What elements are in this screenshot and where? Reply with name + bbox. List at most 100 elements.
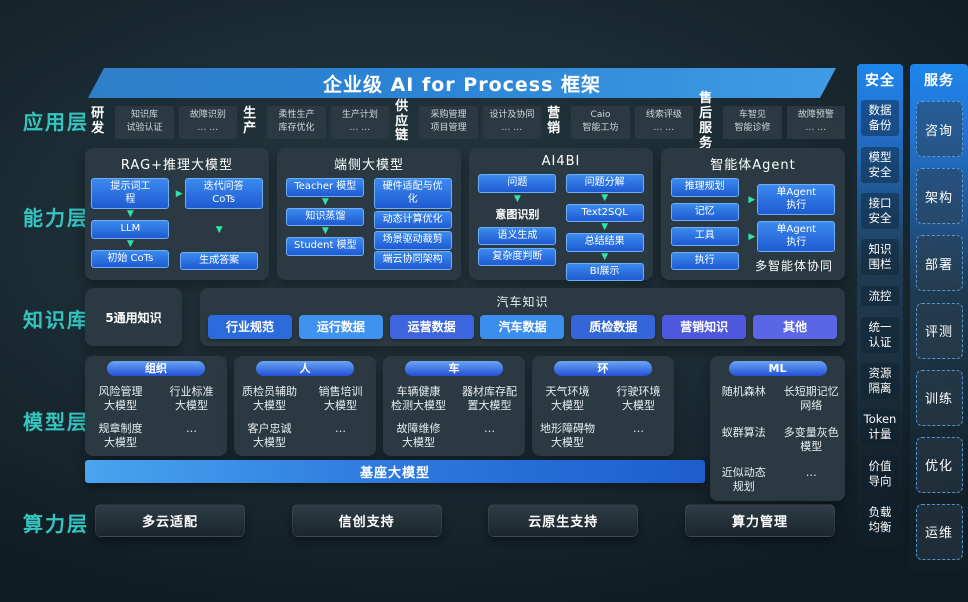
model-item: … [186, 421, 197, 435]
security-item: Token 计量 [861, 409, 899, 446]
model-group-environment: 环 天气环境 大模型 行驶环境 大模型 地形障碍物 大模型 … [532, 356, 674, 457]
knowledge-layer-row: 5通用知识 汽车知识 行业规范 运行数据 运营数据 汽车数据 质检数据 营销知识… [85, 288, 845, 346]
service-title: 服务 [924, 73, 954, 89]
flow-chip: 问题 [478, 174, 557, 193]
flow-chip: 问题分解 [565, 174, 644, 193]
service-item: 优化 [915, 436, 963, 493]
group-pill: 组织 [107, 361, 205, 376]
knowledge-chip: 营销知识 [662, 315, 747, 339]
arrow-down-icon [601, 223, 608, 232]
agent-exec-right: 单Agent 执行 单Agent 执行 [748, 178, 836, 274]
security-item: 模型 安全 [861, 146, 899, 183]
model-item: 规章制度 大模型 [98, 421, 143, 449]
flow-chip: Teacher 模型 [286, 178, 365, 197]
compute-layer-row: 多云适配 信创支持 云原生支持 算力管理 [85, 504, 845, 537]
edge-flow-left: Teacher 模型 知识蒸馏 Student 模型 [286, 178, 365, 274]
flow-chip: 记忆 [670, 202, 739, 221]
model-item: … [805, 466, 817, 480]
arrow-down-icon [322, 227, 329, 236]
flow-chip: 硬件适配与优 化 [373, 178, 452, 209]
app-chip: 故障识别 … … [178, 105, 237, 139]
auto-knowledge-box: 汽车知识 行业规范 运行数据 运营数据 汽车数据 质检数据 营销知识 其他 [200, 288, 845, 346]
model-item: 销售培训 大模型 [318, 385, 363, 413]
arrow-down-icon [601, 253, 608, 262]
ai4bi-flow-left: 问题 意图识别 语义生成 复杂度判断 [478, 174, 557, 270]
edge-model-box: 端侧大模型 Teacher 模型 知识蒸馏 Student 模型 硬件适配与优 … [277, 148, 461, 280]
layer-label-compute: 算力层 [23, 512, 89, 536]
compute-item: 信创支持 [291, 504, 442, 537]
security-item: 流控 [861, 285, 899, 307]
rag-reasoning-box: RAG+推理大模型 提示词工 程 LLM 初始 CoTs 迭代问答 CoTs 生… [85, 148, 269, 280]
model-item: … [484, 421, 495, 435]
knowledge-chip: 运行数据 [298, 315, 383, 339]
flow-chip: 提示词工 程 [91, 178, 170, 209]
foundation-model-bar: 基座大模型 [85, 460, 705, 483]
group-pill: 环 [554, 361, 652, 376]
capability-layer-row: RAG+推理大模型 提示词工 程 LLM 初始 CoTs 迭代问答 CoTs 生… [85, 148, 845, 281]
security-item: 数据 备份 [861, 100, 899, 137]
security-item: 负载 均衡 [861, 502, 899, 538]
app-chip: 柔性生产 库存优化 [267, 105, 326, 139]
model-group-vehicle: 车 车辆健康 检测大模型 器材库存配 置大模型 故障维修 大模型 … [383, 356, 525, 457]
app-group-label: 售后 服务 [699, 91, 713, 151]
service-item: 咨询 [915, 101, 963, 158]
flow-chip: Text2SQL [565, 203, 644, 222]
app-group-after-sales: 售后 服务 车智见 智能诊修 故障预警 … … [693, 91, 845, 152]
app-chip: 车智见 智能诊修 [723, 105, 782, 139]
flow-chip: 语义生成 [478, 226, 557, 246]
edge-stack-right: 硬件适配与优 化 动态计算优化 场景驱动裁剪 端云协同架构 [373, 178, 452, 274]
knowledge-chip: 行业规范 [208, 315, 292, 339]
arrow-right-icon [748, 195, 755, 205]
group-pill: 车 [405, 361, 503, 376]
model-item: 随机森林 [721, 385, 766, 398]
application-layer-row: 研发 知识库 试验认证 故障识别 … … 生产 柔性生产 库存优化 生产计划 …… [85, 91, 845, 151]
compute-item: 云原生支持 [488, 504, 639, 537]
model-item: 近似动态 规划 [721, 466, 766, 494]
group-pill: ML [728, 361, 827, 376]
knowledge-chip: 质检数据 [571, 315, 656, 339]
general-knowledge-box: 5通用知识 [85, 288, 182, 346]
service-item: 评测 [915, 302, 963, 359]
flow-chip: 初始 CoTs [91, 249, 170, 268]
auto-knowledge-title: 汽车知识 [496, 295, 549, 309]
model-item: … [335, 421, 346, 435]
arrow-right-icon [748, 232, 755, 242]
flow-chip: Student 模型 [286, 237, 365, 256]
flow-chip: 知识蒸馏 [286, 207, 365, 226]
framework-title: 企业级 AI for Process 框架 [322, 73, 602, 96]
framework-title-banner: 企业级 AI for Process 框架 [88, 68, 836, 98]
model-item: 蚁群算法 [721, 425, 766, 439]
flow-chip: 单Agent 执行 [757, 184, 836, 215]
auto-knowledge-chips: 行业规范 运行数据 运营数据 汽车数据 质检数据 营销知识 其他 [208, 315, 837, 339]
app-group-label: 供应 链 [395, 98, 409, 144]
flow-chip: 复杂度判断 [478, 247, 557, 266]
box-title: AI4BI [541, 154, 581, 169]
model-item: 天气环境 大模型 [545, 385, 590, 413]
model-item: … [633, 421, 644, 435]
layer-label-application: 应用层 [23, 110, 89, 134]
model-item: 质检员辅助 大模型 [242, 385, 297, 413]
group-pill: 人 [256, 361, 354, 376]
flow-chip: 推理规划 [670, 178, 739, 197]
model-group-people: 人 质检员辅助 大模型 销售培训 大模型 客户忠诚 大模型 … [234, 356, 376, 457]
arrow-down-icon [127, 210, 134, 219]
agent-stack-left: 推理规划 记忆 工具 执行 [670, 178, 739, 274]
layer-label-model: 模型层 [23, 410, 89, 434]
app-chip: Caio 智能工坊 [571, 105, 630, 139]
app-chip: 设计及协同 … … [482, 105, 541, 139]
security-item: 知识 围栏 [861, 239, 899, 276]
arrow-down-icon [127, 240, 134, 249]
model-layer-row: 组织 风险管理 大模型 行业标准 大模型 规章制度 大模型 … 人 质检员辅助 … [85, 356, 845, 501]
model-group-organization: 组织 风险管理 大模型 行业标准 大模型 规章制度 大模型 … [85, 356, 227, 457]
service-item: 训练 [915, 369, 963, 426]
app-group-label: 生产 [243, 106, 257, 136]
flow-chip: 执行 [670, 251, 739, 270]
flow-chip: 意图识别 [495, 208, 540, 222]
flow-chip: 迭代问答 CoTs [184, 178, 263, 209]
ai4bi-box: AI4BI 问题 意图识别 语义生成 复杂度判断 问题分解 Text2SQL 总… [469, 148, 653, 281]
knowledge-chip: 其他 [752, 315, 837, 339]
security-title: 安全 [865, 73, 895, 89]
app-group-label: 营销 [547, 106, 561, 136]
app-group-supply-chain: 供应 链 采购管理 项目管理 设计及协同 … … [389, 98, 541, 145]
flow-chip: 端云协同架构 [373, 251, 452, 270]
